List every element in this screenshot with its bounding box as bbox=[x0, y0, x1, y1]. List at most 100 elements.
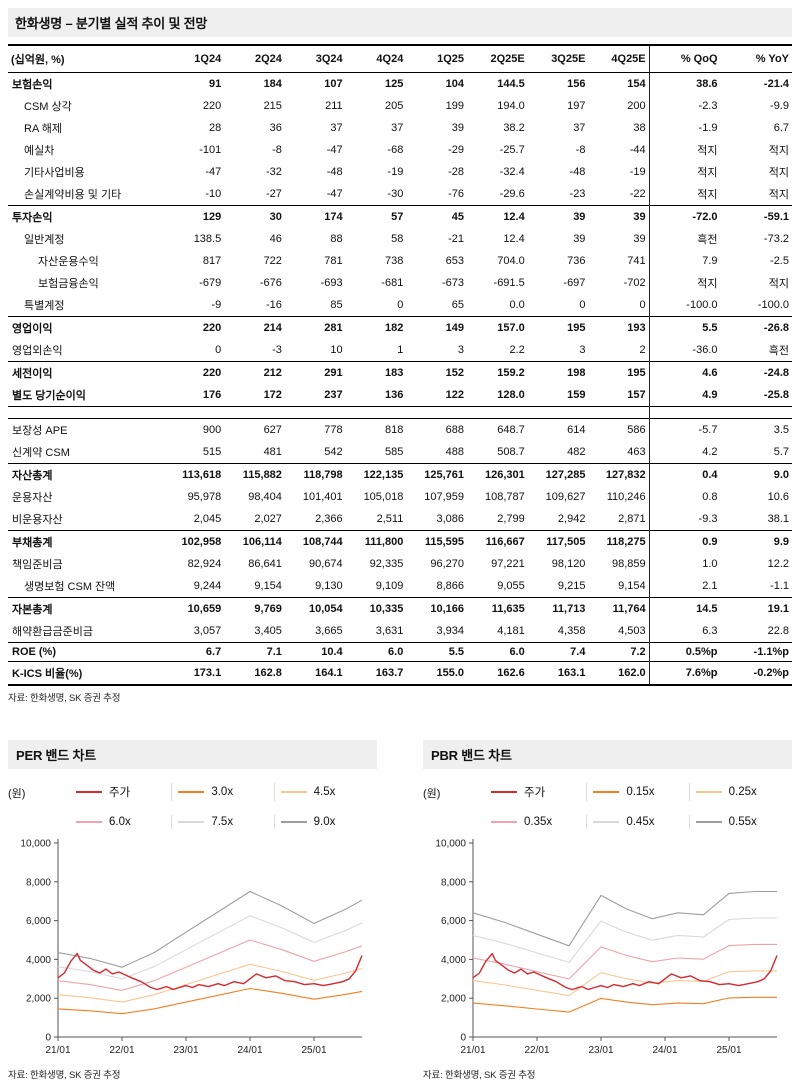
table-cell: 37 bbox=[391, 122, 404, 134]
legend-item: 주가 bbox=[485, 783, 588, 801]
table-cell: 586 bbox=[588, 418, 650, 441]
table-cell: 194.0 bbox=[497, 100, 525, 112]
table-cell: 7.2 bbox=[588, 642, 650, 662]
table-cell: 2,871 bbox=[588, 508, 650, 531]
legend-line-swatch bbox=[491, 791, 517, 793]
table-cell: 39 bbox=[588, 205, 650, 228]
table-cell: 817 bbox=[202, 255, 222, 267]
row-label: 일반계정 bbox=[24, 234, 65, 246]
table-cell: -9.3 bbox=[698, 513, 718, 525]
band-chart-svg: 0 2,000 4,000 6,000 8,000 10,000 21/01 22/01 23/… bbox=[435, 839, 778, 1056]
table-cell: 149 bbox=[406, 316, 468, 339]
table-cell: 113,618 bbox=[163, 463, 225, 486]
table-cell: 193 bbox=[588, 316, 650, 339]
table-cell: 39 bbox=[527, 205, 589, 228]
y-tick-label: 4,000 bbox=[26, 955, 51, 966]
table-cell: 30 bbox=[224, 205, 285, 228]
table-cell: -36.0 bbox=[692, 344, 718, 356]
pbr-chart-legend: 주가 0.15x 0.25x 0.35x 0.45x 0.55x bbox=[485, 783, 792, 829]
table-cell: 627 bbox=[224, 418, 285, 441]
table-cell: 198 bbox=[527, 361, 589, 384]
table-cell: 38.2 bbox=[503, 122, 525, 134]
table-cell: 9,130 bbox=[315, 580, 343, 592]
table-row: 신계약 CSM 515 481 542 585 488 508.7 482 463 4.2 5.7 bbox=[8, 441, 792, 464]
per-chart-legend: 주가 3.0x 4.5x 6.0x 7.5x 9.0x bbox=[70, 783, 377, 829]
row-label: 보장성 APE bbox=[8, 418, 164, 441]
table-cell: 39 bbox=[573, 233, 586, 245]
table-cell: 156 bbox=[567, 78, 586, 90]
table-cell: 125 bbox=[384, 78, 404, 90]
table-cell: 7.4 bbox=[527, 642, 589, 662]
table-cell: 6.0 bbox=[345, 642, 407, 662]
table-cell: -100.0 bbox=[757, 299, 789, 311]
table-cell: -673 bbox=[442, 277, 465, 289]
table-cell: 162.0 bbox=[588, 661, 650, 685]
table-cell: 159.2 bbox=[467, 361, 528, 384]
column-header: % QoQ bbox=[649, 45, 721, 73]
table-cell: 704.0 bbox=[497, 255, 525, 267]
column-header: 3Q25E bbox=[527, 45, 589, 73]
legend-item: 0.15x bbox=[587, 783, 690, 801]
table-cell: 11,713 bbox=[527, 597, 589, 620]
table-cell: 적지 bbox=[768, 189, 789, 201]
table-row: 자산총계 113,618 115,882 118,798 122,135 125,761 1… bbox=[8, 463, 792, 486]
table-row: 투자손익 129 30 174 57 45 12.4 39 39 -72.0 -59.1 bbox=[8, 205, 792, 228]
legend-label: 0.55x bbox=[728, 816, 757, 828]
row-label: 책임준비금 bbox=[12, 559, 63, 571]
row-label: 자산총계 bbox=[8, 463, 164, 486]
table-cell: 9.9 bbox=[720, 530, 792, 553]
legend-label: 0.45x bbox=[626, 816, 655, 828]
table-cell: -16 bbox=[266, 299, 282, 311]
table-cell: 115,882 bbox=[224, 463, 285, 486]
table-cell: 적지 bbox=[697, 145, 718, 157]
table-cell: 4,503 bbox=[588, 620, 650, 643]
table-cell: 11,764 bbox=[588, 597, 650, 620]
table-cell: 118,275 bbox=[588, 530, 650, 553]
table-cell: 104 bbox=[445, 78, 465, 90]
table-row: 세전이익 220 212 291 183 152 159.2 198 195 4.6 -24.8 bbox=[8, 361, 792, 384]
table-cell: 6.3 bbox=[702, 625, 718, 637]
table-cell: -5.7 bbox=[649, 418, 721, 441]
table-cell: 0.5%p bbox=[649, 642, 721, 662]
table-cell: 136 bbox=[384, 389, 404, 401]
table-cell: 722 bbox=[263, 255, 282, 267]
table-cell: 2.1 bbox=[702, 580, 718, 592]
table-cell: 3,631 bbox=[375, 625, 404, 637]
table-row: 보험손익 91 184 107 125 104 144.5 156 154 38.6 -21.4 bbox=[8, 72, 792, 95]
x-tick-label: 24/01 bbox=[237, 1045, 262, 1056]
table-row: 비운용자산 2,045 2,027 2,366 2,511 3,086 2,799 2,942… bbox=[8, 508, 792, 531]
table-cell: 115,595 bbox=[406, 530, 468, 553]
table-cell: 45 bbox=[406, 205, 468, 228]
y-tick-label: 0 bbox=[45, 1033, 51, 1044]
y-tick-label: 4,000 bbox=[441, 955, 466, 966]
table-cell: -48 bbox=[326, 166, 343, 178]
row-label: 특별계정 bbox=[24, 300, 65, 312]
table-cell: 6.0 bbox=[467, 642, 528, 662]
legend-item: 0.45x bbox=[587, 815, 690, 829]
per-chart-source: 자료: 한화생명, SK 증권 추정 bbox=[8, 1070, 121, 1081]
row-label: 투자손익 bbox=[8, 205, 164, 228]
table-cell: 220 bbox=[163, 316, 225, 339]
row-label: 자산운용수익 bbox=[38, 256, 99, 268]
table-cell: 9,154 bbox=[588, 575, 650, 598]
y-tick-label: 8,000 bbox=[26, 877, 51, 888]
column-header: 2Q24 bbox=[224, 45, 285, 73]
table-cell: 흑전 bbox=[768, 345, 789, 357]
table-cell: 적지 bbox=[697, 278, 718, 290]
y-tick-label: 2,000 bbox=[441, 994, 466, 1005]
table-cell: 200 bbox=[588, 95, 650, 117]
table-cell: 2,942 bbox=[557, 513, 586, 525]
table-cell: -44 bbox=[588, 139, 650, 161]
table-source: 자료: 한화생명, SK 증권 추정 bbox=[8, 693, 121, 704]
legend-item: 주가 bbox=[70, 783, 173, 801]
per-band-chart-panel: PER 밴드 차트 (원) 주가 3.0x 4.5x 6.0x 7.5x 9.0x 0 2,… bbox=[8, 740, 377, 1081]
table-row: 자본총계 10,659 9,769 10,054 10,335 10,166 11,635 1… bbox=[8, 597, 792, 620]
row-label: 보험손익 bbox=[12, 79, 53, 91]
table-cell: 138.5 bbox=[193, 233, 222, 245]
table-cell: 7.6%p bbox=[649, 661, 721, 685]
table-cell: -59.1 bbox=[720, 205, 792, 228]
table-cell: 2,511 bbox=[376, 513, 404, 525]
table-cell: 110,246 bbox=[588, 486, 650, 508]
legend-item: 0.35x bbox=[485, 815, 588, 829]
